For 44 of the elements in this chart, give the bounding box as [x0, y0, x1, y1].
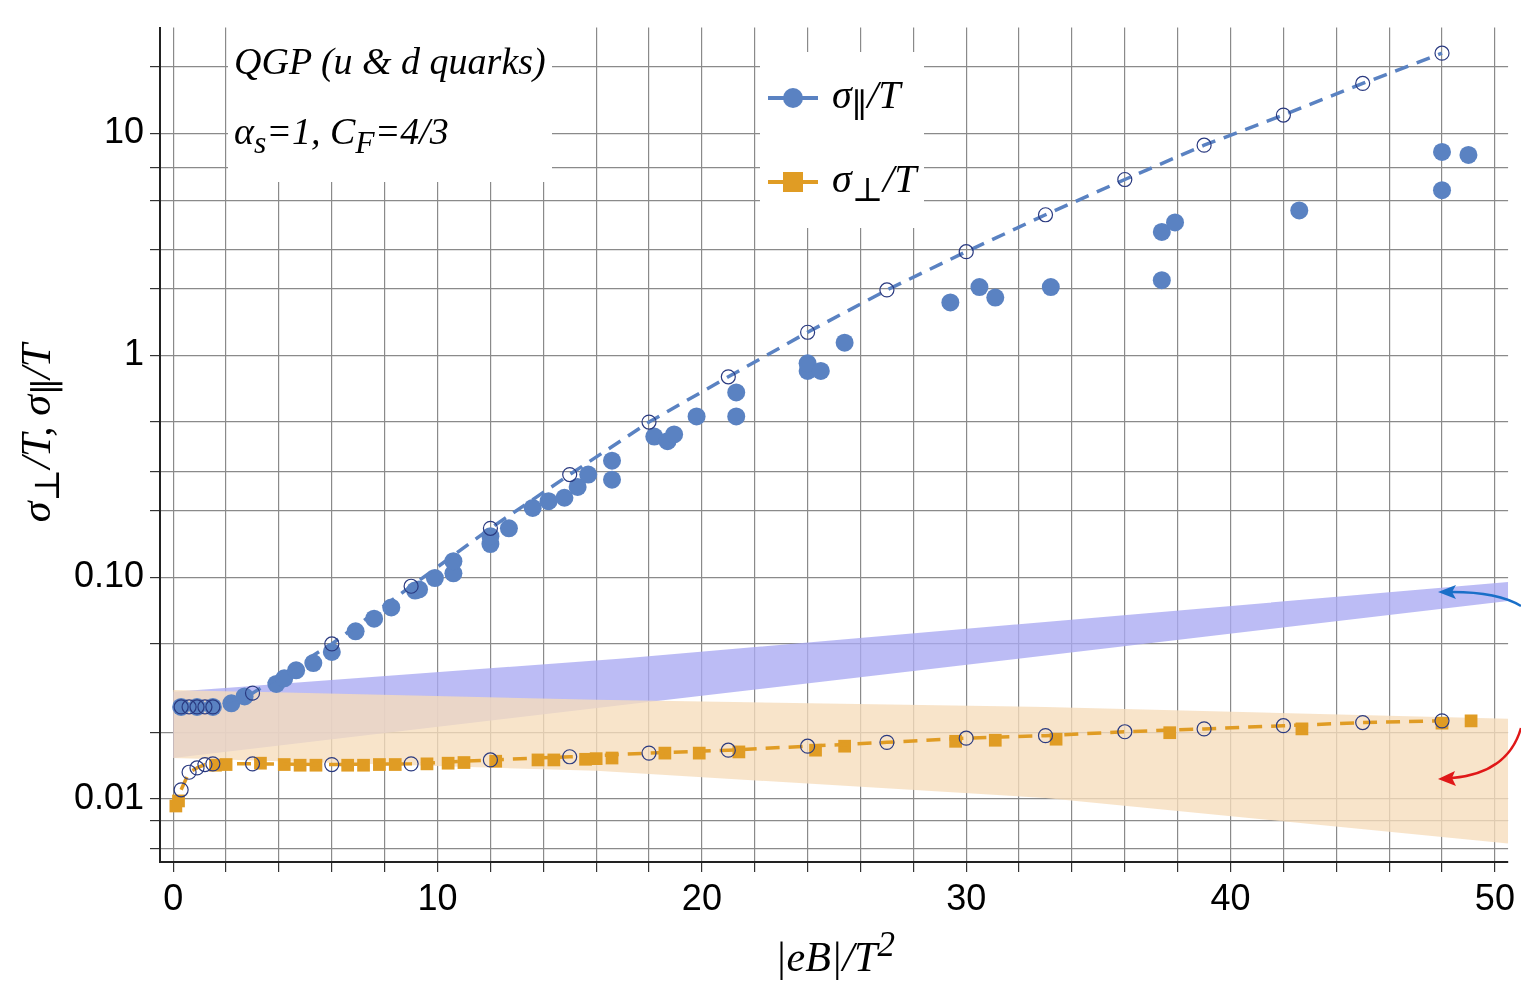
x-tick-label: 50 — [1474, 876, 1515, 918]
point — [603, 470, 622, 489]
point — [499, 519, 518, 538]
y-tick-label: 1 — [123, 332, 144, 374]
point — [1152, 222, 1171, 241]
point — [1166, 213, 1185, 232]
point — [172, 794, 185, 808]
point — [1433, 181, 1452, 200]
y-tick-label: 10 — [103, 110, 144, 152]
y-tick-label: 0.10 — [73, 554, 144, 596]
point — [1433, 142, 1452, 161]
point — [1290, 201, 1309, 220]
x-tick-label: 0 — [163, 876, 184, 918]
point — [568, 477, 587, 496]
point — [835, 333, 854, 352]
point — [687, 407, 706, 426]
point — [341, 758, 355, 772]
point — [539, 492, 558, 511]
point — [388, 758, 402, 771]
x-tick-label: 40 — [1210, 876, 1251, 918]
point — [1041, 278, 1060, 297]
point — [555, 488, 574, 507]
annotation: QGP (u & d quarks) — [234, 39, 546, 84]
legend-label: σ$_{∥}$/T — [832, 71, 901, 125]
point — [941, 293, 960, 312]
point — [970, 278, 989, 297]
point — [727, 407, 746, 426]
point — [727, 383, 746, 402]
point — [986, 288, 1005, 307]
point — [589, 752, 603, 766]
point — [603, 451, 622, 470]
point — [1459, 145, 1478, 164]
x-tick-label: 30 — [946, 876, 987, 918]
x-axis-title: |eB|/T$^{2}$ — [774, 925, 896, 981]
point — [1152, 271, 1171, 290]
annotation: α$_{s}$=1, C$_{F}$=4/3 — [234, 109, 450, 162]
x-tick-label: 10 — [417, 876, 458, 918]
legend-label: σ$_{⊥}$/T — [832, 155, 917, 209]
point — [523, 498, 542, 517]
point — [665, 425, 684, 444]
x-tick-label: 20 — [681, 876, 722, 918]
point — [425, 569, 444, 588]
y-tick-label: 0.01 — [73, 775, 144, 817]
point — [579, 465, 598, 484]
